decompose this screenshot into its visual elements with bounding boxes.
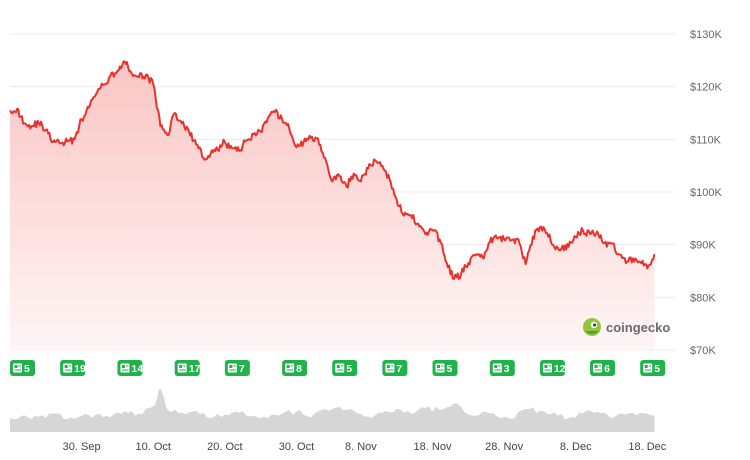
x-axis: 30. Sep 10. Oct 20. Oct 30. Oct 8. Nov 18. No…: [63, 441, 667, 453]
news-icon: [177, 363, 187, 373]
x-tick-label: 30. Oct: [279, 441, 314, 453]
news-icon: [227, 363, 237, 373]
watermark: coingecko: [583, 318, 670, 336]
y-tick-label: $90K: [690, 240, 716, 252]
news-badge-count: 3: [504, 363, 510, 375]
volume-area-layer: [10, 388, 655, 432]
news-badge-count: 5: [654, 363, 660, 375]
x-tick-label: 18. Dec: [628, 441, 666, 453]
news-badge[interactable]: 5: [10, 360, 35, 376]
news-badge-count: 6: [604, 363, 610, 375]
news-badge[interactable]: 7: [224, 360, 250, 376]
x-tick-label: 10. Oct: [135, 441, 170, 453]
price-line[interactable]: [9, 60, 656, 280]
news-icon: [63, 363, 73, 373]
news-icon: [285, 363, 295, 373]
x-tick-label: 8. Dec: [560, 441, 592, 453]
news-icon: [492, 363, 502, 373]
news-badge[interactable]: 5: [432, 360, 458, 376]
news-icon: [335, 363, 345, 373]
news-badge-count: 14: [131, 363, 143, 375]
volume-area: [10, 388, 655, 432]
news-badges: 5 19 14 17 7 8 5 7 5 3 12 6 5: [10, 360, 666, 376]
y-tick-label: $70K: [690, 345, 716, 357]
news-badge-count: 19: [74, 363, 86, 375]
x-tick-label: 30. Sep: [63, 441, 101, 453]
news-badge-count: 17: [189, 363, 201, 375]
x-tick-label: 28. Nov: [485, 441, 523, 453]
y-tick-label: $110K: [690, 134, 722, 146]
news-badge-count: 5: [24, 363, 30, 375]
news-badge[interactable]: 14: [117, 360, 143, 376]
gecko-logo-icon: [583, 318, 601, 336]
price-area-layer: [10, 61, 655, 351]
price-area: [10, 61, 655, 351]
x-tick-label: 18. Nov: [414, 441, 452, 453]
x-tick-label: 20. Oct: [207, 441, 242, 453]
news-badge-count: 12: [554, 363, 566, 375]
news-badge[interactable]: 17: [174, 360, 201, 376]
price-line-layer: [9, 60, 656, 280]
news-icon: [120, 363, 130, 373]
news-icon: [542, 363, 552, 373]
news-badge[interactable]: 8: [282, 360, 308, 376]
news-badge-count: 7: [239, 363, 245, 375]
y-tick-label: $130K: [690, 29, 722, 41]
news-badge[interactable]: 3: [489, 360, 515, 376]
news-badge-count: 5: [346, 363, 352, 375]
news-badge-count: 7: [396, 363, 402, 375]
news-badge[interactable]: 7: [382, 360, 408, 376]
news-badge[interactable]: 5: [640, 360, 666, 376]
news-icon: [385, 363, 395, 373]
news-badge-count: 8: [296, 363, 302, 375]
x-tick-label: 8. Nov: [345, 441, 377, 453]
news-icon: [435, 363, 445, 373]
news-badge-count: 5: [447, 363, 453, 375]
y-axis: $70K $80K $90K $100K $110K $120K $130K: [690, 29, 722, 357]
news-badge[interactable]: 19: [60, 360, 86, 376]
news-icon: [593, 363, 603, 373]
news-icon: [643, 363, 653, 373]
y-tick-label: $80K: [690, 292, 716, 304]
news-badge[interactable]: 6: [590, 360, 616, 376]
y-tick-label: $120K: [690, 82, 722, 94]
news-icon: [13, 363, 22, 373]
y-tick-label: $100K: [690, 187, 722, 199]
news-badge[interactable]: 5: [332, 360, 358, 376]
news-badge[interactable]: 12: [539, 360, 566, 376]
watermark-label: coingecko: [606, 320, 670, 335]
